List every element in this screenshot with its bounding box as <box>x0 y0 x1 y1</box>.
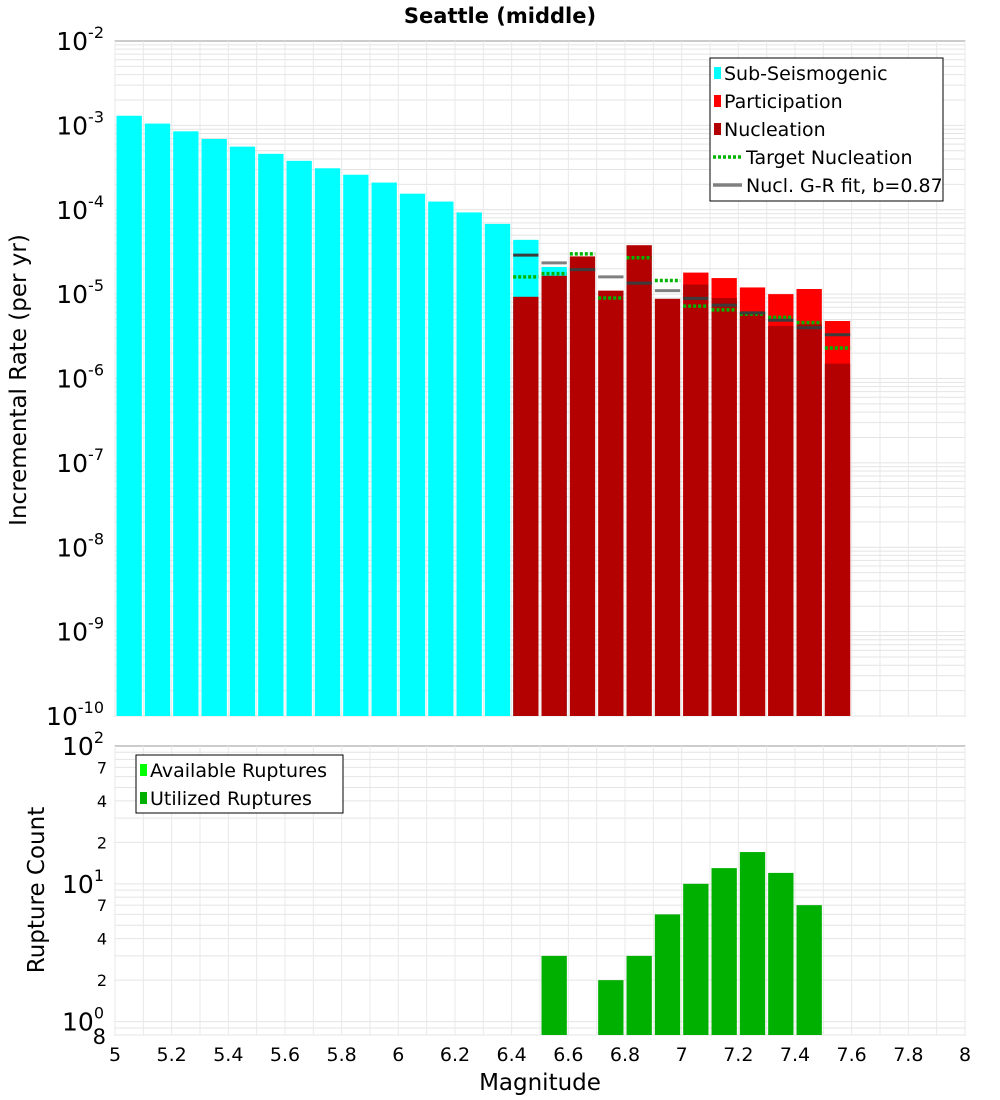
nucleation-bar <box>513 296 539 716</box>
legend-swatch <box>714 95 721 107</box>
y-tick-label: 101 <box>62 866 104 899</box>
y-tick-label: 10-7 <box>56 445 104 478</box>
sub-seismogenic-bar <box>371 182 397 716</box>
sub-seismogenic-bar <box>399 193 426 716</box>
y-tick-label: 10-9 <box>56 614 104 647</box>
legend-box <box>709 57 944 202</box>
nucleation-bar <box>768 325 794 716</box>
rate-panel: 10-2 10-3 10-4 10-5 10-6 10-7 10-8 10-9 10-10 In… <box>6 23 966 731</box>
nucleation-bar <box>541 275 567 716</box>
legend-label: Utilized Ruptures <box>150 788 312 810</box>
y-tick-label: 2 <box>97 833 107 852</box>
utilized-ruptures-bar <box>711 868 737 1035</box>
sub-seismogenic-bar <box>314 168 341 716</box>
nucleation-bar <box>739 312 766 716</box>
y-tick-label: 7 <box>97 758 107 777</box>
x-tick-label: 7.2 <box>723 1044 753 1066</box>
sub-seismogenic-bar <box>484 223 511 716</box>
x-axis-label: Magnitude <box>479 1070 601 1096</box>
sub-seismogenic-bar <box>456 212 482 717</box>
utilized-ruptures-bar <box>683 883 709 1035</box>
sub-seismogenic-bar <box>229 146 256 716</box>
sub-seismogenic-bar <box>144 123 171 716</box>
y-tick-label: 2 <box>97 971 107 990</box>
utilized-ruptures-bar <box>541 955 567 1035</box>
utilized-ruptures-bar <box>768 872 794 1035</box>
nucleation-bar <box>711 297 737 716</box>
legend-box <box>135 754 344 814</box>
x-tick-label: 5.4 <box>213 1044 243 1066</box>
y-tick-label: 10-4 <box>56 192 104 225</box>
y-tick-label: 102 <box>62 728 104 761</box>
sub-seismogenic-bar <box>201 138 227 716</box>
x-tick-label: 6.4 <box>497 1044 527 1066</box>
y-tick-label: 10-3 <box>56 107 104 140</box>
chart-title: Seattle (middle) <box>404 4 596 28</box>
legend-label: Available Ruptures <box>150 760 327 782</box>
legend-swatch <box>140 792 147 804</box>
x-tick-label: 8 <box>959 1044 971 1066</box>
nucleation-bar <box>569 256 596 716</box>
y-tick-label: 10-8 <box>56 529 104 562</box>
legend-label: Nucleation <box>724 119 826 141</box>
count-bars <box>541 852 822 1035</box>
rate-legend: Sub-Seismogenic Participation Nucleation Ta… <box>709 57 944 202</box>
rate-y-axis-label: Incremental Rate (per yr) <box>6 234 32 526</box>
rate-y-ticks: 10-2 10-3 10-4 10-5 10-6 10-7 10-8 10-9 10-10 <box>46 23 104 731</box>
count-legend: Available Ruptures Utilized Ruptures <box>135 754 344 814</box>
utilized-ruptures-bar <box>626 955 652 1035</box>
y-tick-label: 100 <box>62 1004 104 1037</box>
nucleation-bar <box>824 363 851 716</box>
x-tick-label: 5 <box>109 1044 121 1066</box>
nucleation-bar <box>598 290 624 716</box>
legend-swatch <box>140 764 147 776</box>
nucleation-bar <box>796 324 822 716</box>
legend-label: Target Nucleation <box>745 147 913 169</box>
legend-label: Sub-Seismogenic <box>724 63 888 85</box>
utilized-ruptures-bar <box>739 852 766 1035</box>
x-tick-label: 7.4 <box>780 1044 810 1066</box>
x-tick-label: 7.8 <box>893 1044 923 1066</box>
utilized-ruptures-bar <box>598 980 624 1035</box>
x-tick-label: 5.2 <box>157 1044 187 1066</box>
sub-seismogenic-bar <box>286 160 312 717</box>
sub-seismogenic-bar <box>116 115 142 716</box>
legend-label: Participation <box>724 91 843 113</box>
y-tick-label: 10-5 <box>56 276 104 309</box>
x-tick-label: 6.6 <box>553 1044 583 1066</box>
x-tick-label: 6.2 <box>440 1044 470 1066</box>
y-tick-label: 4 <box>97 792 107 811</box>
x-tick-label: 6 <box>392 1044 404 1066</box>
x-ticks: 5 5.2 5.4 5.6 5.8 6 6.2 6.4 6.6 6.8 7 7.2 7.4 7.6 7.8 8 <box>109 1044 971 1066</box>
y-tick-label: 7 <box>97 896 107 915</box>
nucleation-bar <box>626 245 652 717</box>
legend-label: Nucl. G-R fit, b=0.87 <box>746 175 943 197</box>
sub-seismogenic-bar <box>343 174 369 716</box>
count-y-axis-label: Rupture Count <box>24 807 50 973</box>
x-tick-label: 5.6 <box>270 1044 300 1066</box>
y-tick-label: 10-6 <box>56 361 104 394</box>
rate-bars <box>116 115 851 717</box>
x-tick-label: 7.6 <box>837 1044 867 1066</box>
sub-seismogenic-bar <box>258 153 284 716</box>
x-tick-label: 6.8 <box>610 1044 640 1066</box>
sub-seismogenic-bar <box>428 201 454 716</box>
y-tick-label: 10-2 <box>56 23 104 56</box>
x-tick-label: 7 <box>676 1044 688 1066</box>
legend-swatch <box>714 67 721 79</box>
utilized-ruptures-bar <box>796 905 822 1035</box>
y-tick-label: 4 <box>97 930 107 949</box>
nucleation-bar <box>683 284 709 716</box>
y-tick-label: 8 <box>93 1025 106 1049</box>
x-tick-label: 5.8 <box>327 1044 357 1066</box>
rate-lines <box>513 252 851 350</box>
y-tick-label: 10-10 <box>46 698 104 731</box>
nucleation-bar <box>654 298 681 716</box>
sub-seismogenic-bar <box>173 131 199 717</box>
legend-swatch <box>714 123 721 135</box>
utilized-ruptures-bar <box>654 914 681 1035</box>
